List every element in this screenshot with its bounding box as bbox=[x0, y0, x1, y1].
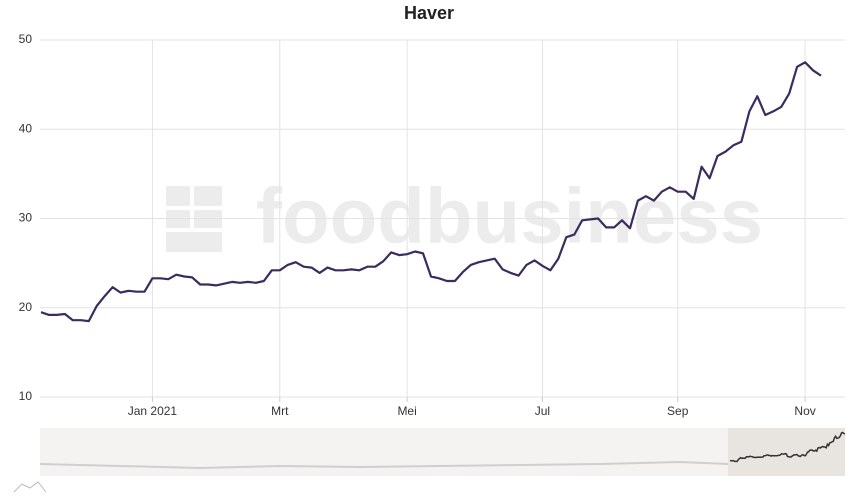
y-tick-label: 30 bbox=[19, 211, 33, 225]
watermark-text: foodbusiness bbox=[256, 172, 763, 260]
x-tick-label: Jan 2021 bbox=[128, 404, 178, 418]
navigator[interactable] bbox=[40, 428, 845, 476]
watermark-icon bbox=[194, 186, 222, 206]
x-tick-label: Mrt bbox=[271, 404, 289, 418]
navigator-selection[interactable] bbox=[728, 428, 845, 476]
x-tick-label: Sep bbox=[667, 404, 689, 418]
watermark-icon bbox=[166, 232, 222, 252]
chart-title: Haver bbox=[404, 3, 454, 23]
watermark-icon bbox=[166, 186, 190, 206]
navigator-history bbox=[39, 460, 729, 470]
navigator-icon bbox=[13, 481, 47, 493]
x-tick-label: Mei bbox=[397, 404, 416, 418]
watermark: foodbusiness bbox=[166, 172, 763, 260]
y-tick-label: 40 bbox=[19, 121, 33, 135]
y-tick-label: 10 bbox=[19, 389, 33, 403]
y-tick-label: 50 bbox=[19, 32, 33, 46]
line bbox=[40, 61, 822, 323]
y-tick-label: 20 bbox=[19, 300, 33, 314]
x-tick-label: Jul bbox=[535, 404, 550, 418]
navigator-line bbox=[729, 431, 846, 463]
x-tick-label: Nov bbox=[794, 404, 815, 418]
